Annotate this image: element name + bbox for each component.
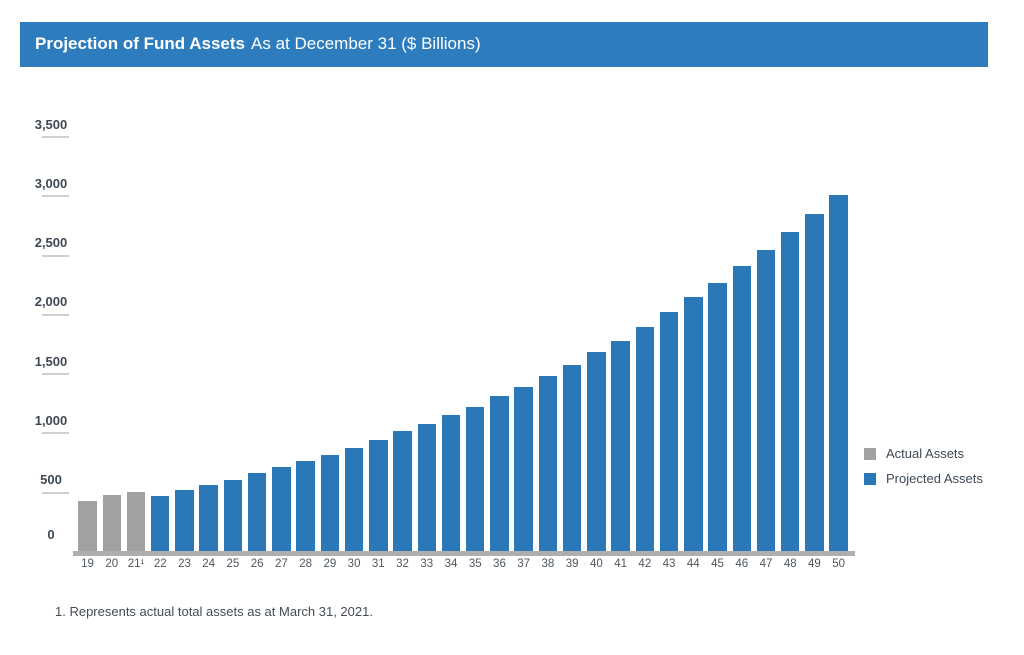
- bar-39: [562, 364, 582, 551]
- bar-29: [320, 454, 340, 551]
- bar-35: [465, 406, 485, 551]
- x-tick-label: 25: [226, 558, 240, 570]
- bar-42: [635, 326, 655, 551]
- x-tick-label: 37: [517, 558, 531, 570]
- legend-item-projected-assets: Projected Assets: [864, 471, 983, 486]
- x-tick-label: 47: [759, 558, 773, 570]
- x-tick-label: 36: [493, 558, 506, 570]
- x-tick-label: 44: [686, 558, 700, 570]
- legend-swatch-projected-assets: [864, 472, 876, 485]
- x-tick-label: 26: [250, 558, 264, 570]
- legend-label-projected-assets: Projected Assets: [886, 471, 983, 486]
- bar-49: [805, 213, 824, 551]
- bar-24: [199, 484, 218, 551]
- chart-title-banner: Projection of Fund Assets As at December…: [20, 22, 988, 67]
- x-tick-label: 28: [299, 558, 312, 570]
- x-tick-label: 39: [565, 558, 579, 570]
- bar-46: [732, 266, 751, 551]
- y-tick-mark: [42, 254, 69, 257]
- x-tick-label: 20: [105, 558, 119, 570]
- legend: Actual Assets Projected Assets: [864, 446, 983, 486]
- x-tick-label: 45: [711, 558, 724, 570]
- x-tick-label: 38: [541, 558, 555, 570]
- bar-41: [611, 340, 630, 551]
- x-tick-label: 41: [614, 558, 627, 570]
- x-tick-label: 32: [396, 558, 409, 570]
- x-tick-label: 48: [783, 558, 797, 570]
- bar-33: [417, 423, 437, 551]
- x-tick-label: 27: [274, 558, 288, 570]
- y-tick-label: 500: [40, 472, 62, 488]
- bar-44: [684, 297, 703, 551]
- y-tick-mark: [42, 195, 69, 198]
- bar-21: [126, 492, 146, 551]
- legend-label-actual-assets: Actual Assets: [886, 446, 965, 461]
- bar-43: [659, 312, 679, 551]
- bar-26: [247, 473, 267, 551]
- x-tick-label: 43: [662, 558, 676, 570]
- y-tick-label: 0: [47, 527, 55, 542]
- x-tick-label: 50: [832, 558, 846, 570]
- chart-title: Projection of Fund Assets: [35, 34, 246, 54]
- bar-37: [514, 387, 533, 551]
- bar-32: [393, 431, 412, 551]
- x-tick-label: 19: [81, 558, 94, 570]
- bar-45: [708, 283, 727, 551]
- y-tick-label: 1,500: [34, 353, 68, 369]
- bar-50: [829, 195, 848, 551]
- bar-36: [490, 395, 509, 551]
- bar-25: [223, 479, 243, 551]
- x-tick-label: 21¹: [127, 558, 145, 570]
- x-tick-label: 31: [371, 558, 385, 570]
- y-tick-mark: [42, 373, 69, 376]
- footnote: 1. Represents actual total assets as at …: [55, 604, 373, 619]
- x-tick-label: 40: [589, 558, 603, 570]
- y-tick-mark: [42, 136, 69, 138]
- bar-31: [369, 440, 388, 551]
- bar-19: [78, 501, 97, 551]
- bar-47: [756, 249, 776, 551]
- x-tick-label: 22: [153, 558, 167, 570]
- y-tick-label: 3,500: [34, 116, 68, 132]
- x-tick-label: 33: [420, 558, 434, 570]
- y-tick-mark: [42, 313, 69, 316]
- legend-swatch-actual-assets: [864, 447, 876, 460]
- bar-38: [538, 376, 558, 551]
- bar-20: [102, 494, 122, 551]
- y-tick-label: 1,000: [34, 412, 68, 428]
- y-tick-mark: [42, 432, 69, 435]
- x-tick-label: 42: [638, 558, 652, 570]
- chart-subtitle: As at December 31 ($ Billions): [251, 34, 481, 54]
- bar-23: [175, 489, 194, 551]
- bar-27: [272, 467, 291, 551]
- bar-48: [780, 232, 800, 551]
- bar-34: [441, 415, 461, 551]
- x-tick-label: 30: [347, 558, 361, 570]
- x-tick-label: 49: [808, 558, 821, 570]
- bar-30: [344, 447, 364, 551]
- y-tick-mark: [42, 491, 69, 494]
- x-tick-label: 24: [202, 558, 216, 570]
- bar-22: [150, 495, 170, 551]
- y-tick-label: 2,000: [34, 294, 68, 310]
- bar-28: [296, 461, 315, 551]
- x-tick-label: 34: [444, 558, 458, 570]
- bar-40: [587, 352, 606, 551]
- legend-item-actual-assets: Actual Assets: [864, 446, 983, 461]
- y-tick-label: 3,000: [34, 175, 68, 191]
- x-tick-label: 46: [735, 558, 749, 570]
- y-tick-label: 2,500: [34, 235, 68, 251]
- x-tick-label: 35: [468, 558, 482, 570]
- x-tick-label: 23: [178, 558, 191, 570]
- x-axis-line: [73, 551, 855, 556]
- x-tick-label: 29: [323, 558, 337, 570]
